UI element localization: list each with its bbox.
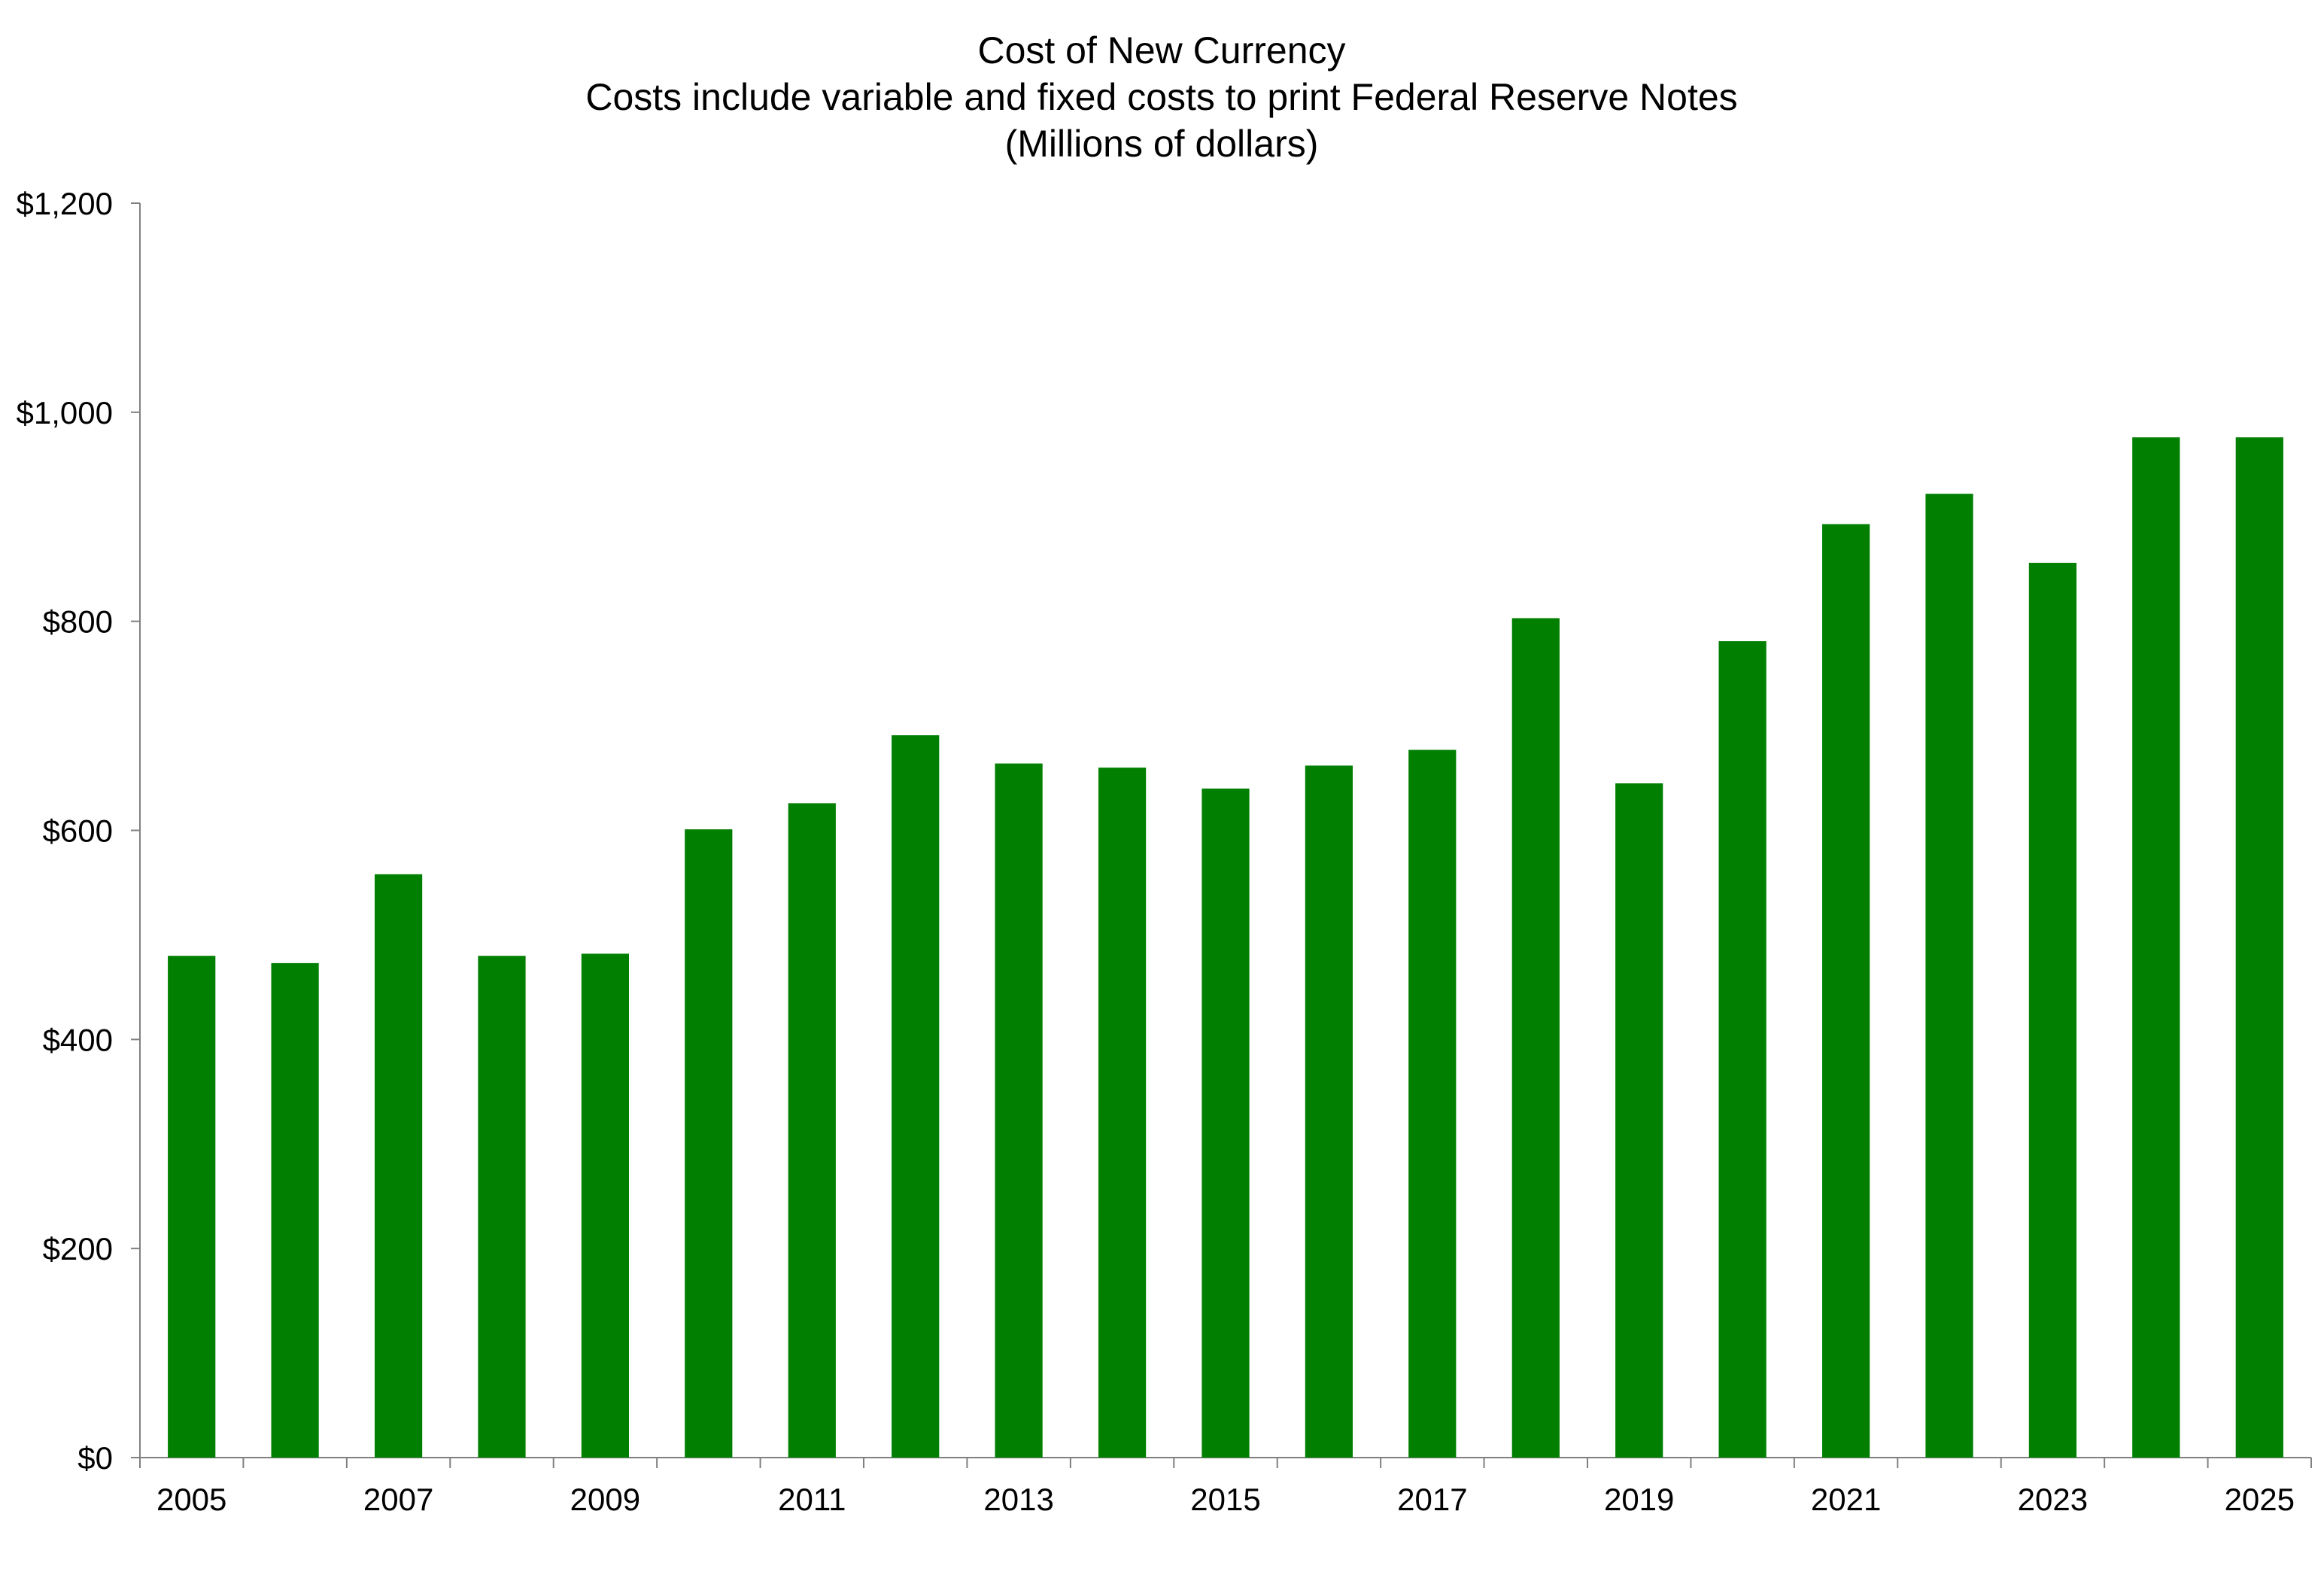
chart-subtitle: Costs include variable and fixed costs t… [585, 76, 1737, 118]
y-tick-label: $600 [43, 813, 113, 849]
y-axis: $0 $200 $400 $600 $800 $1,000 $1,200 [17, 186, 141, 1476]
bar-2020 [1718, 641, 1767, 1458]
bar-2022 [1925, 494, 1973, 1458]
x-tick-label: 2007 [363, 1482, 433, 1517]
bar-2005 [168, 956, 216, 1458]
chart-title: Cost of New Currency [977, 29, 1345, 71]
x-tick-label: 2017 [1397, 1482, 1467, 1517]
y-tick-label: $400 [43, 1022, 113, 1057]
x-tick-label: 2021 [1811, 1482, 1881, 1517]
bar-2012 [892, 735, 940, 1458]
chart-units-subtitle: (Millions of dollars) [1005, 123, 1319, 165]
x-tick-label: 2011 [778, 1482, 846, 1517]
bar-2021 [1822, 524, 1870, 1458]
x-tick-label: 2015 [1190, 1482, 1260, 1517]
y-tick-label: $1,000 [17, 395, 113, 430]
x-tick-label: 2013 [983, 1482, 1053, 1517]
x-tick-label: 2019 [1604, 1482, 1674, 1517]
bar-2015 [1201, 788, 1250, 1458]
x-tick-label: 2023 [2018, 1482, 2088, 1517]
x-tick-label: 2009 [570, 1482, 640, 1517]
x-tick-label: 2025 [2225, 1482, 2295, 1517]
x-tick-label: 2005 [156, 1482, 226, 1517]
bar-2018 [1511, 618, 1560, 1458]
bar-2013 [995, 763, 1043, 1458]
bar-2007 [375, 874, 423, 1458]
bar-2014 [1098, 768, 1147, 1458]
bar-2006 [271, 962, 319, 1458]
bar-2009 [581, 953, 629, 1458]
bar-2008 [478, 956, 526, 1458]
bar-2017 [1408, 749, 1457, 1458]
bar-2025 [2235, 437, 2283, 1458]
y-tick-label: $800 [43, 604, 113, 640]
bar-2011 [788, 803, 836, 1458]
bars [168, 437, 2283, 1458]
bar-2023 [2028, 562, 2076, 1458]
x-axis: 2005 2007 2009 2011 2013 2015 2017 2019 2021 2023… [139, 1457, 2312, 1517]
y-tick-label: $0 [77, 1440, 113, 1476]
bar-2024 [2132, 437, 2180, 1458]
y-tick-label: $1,200 [17, 186, 113, 221]
bar-2019 [1615, 783, 1663, 1458]
bar-2010 [685, 829, 733, 1458]
bar-2016 [1305, 765, 1353, 1458]
y-tick-label: $200 [43, 1231, 113, 1266]
